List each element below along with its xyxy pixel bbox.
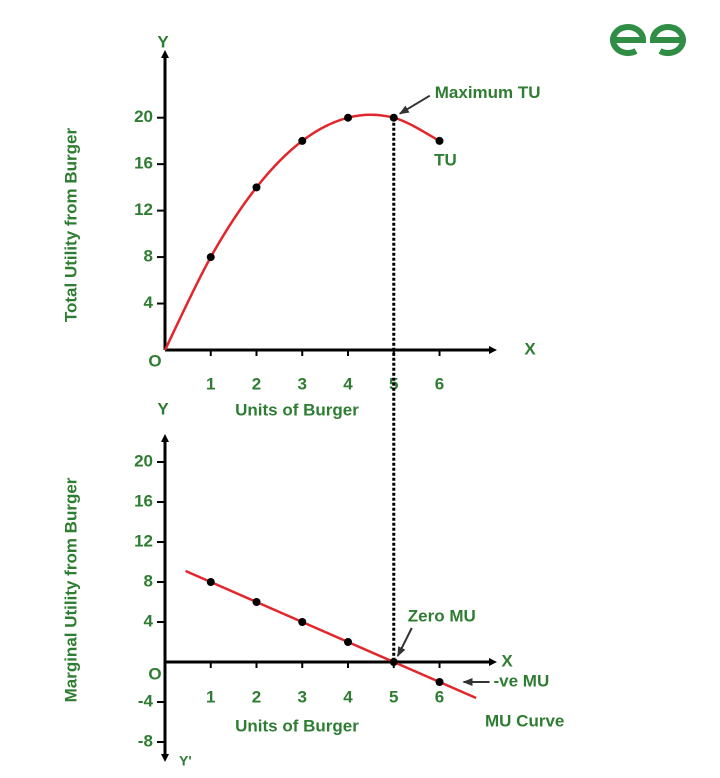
- x-axis-title: Units of Burger: [235, 400, 359, 419]
- x-tick-label: 3: [298, 687, 307, 706]
- origin-label: O: [148, 351, 161, 370]
- annotation: Maximum TU: [435, 83, 541, 102]
- point: [344, 638, 353, 646]
- point: [206, 253, 215, 262]
- x-axis-title: Units of Burger: [235, 716, 359, 735]
- logo: [610, 24, 686, 56]
- y-tick-label: 4: [144, 293, 154, 312]
- x-tick-label: 4: [343, 374, 353, 393]
- x-tick-label: 3: [298, 374, 307, 393]
- x-axis-name: X: [501, 651, 513, 670]
- origin-label: O: [148, 664, 161, 683]
- y-tick-label: 20: [134, 451, 153, 470]
- mu-curve: [210, 580, 441, 684]
- annotation-arrow: [398, 94, 431, 115]
- annotation: -ve MU: [494, 671, 550, 690]
- annotation-arrow: [396, 627, 413, 657]
- point: [344, 113, 353, 122]
- y-tick-label: -4: [138, 691, 154, 710]
- y-tick-label: -8: [138, 731, 153, 750]
- curve-lead: [163, 256, 212, 351]
- x-tick-label: 1: [206, 374, 215, 393]
- series-label: MU Curve: [485, 711, 564, 730]
- y-tick-label: 12: [134, 531, 153, 550]
- y-tick-label: 4: [144, 611, 154, 630]
- y-axis-name: Y: [157, 399, 169, 418]
- curve-lead: [185, 569, 212, 584]
- x-tick-label: 6: [435, 687, 444, 706]
- curve-tail: [439, 680, 477, 700]
- y-tick-label: 16: [134, 491, 153, 510]
- point: [252, 183, 261, 192]
- y-tick-label: 16: [134, 154, 153, 173]
- x-tick-label: 2: [252, 687, 261, 706]
- point: [298, 618, 307, 626]
- point: [435, 136, 444, 145]
- y-tick-label: 8: [144, 247, 153, 266]
- y-tick-label: 20: [134, 107, 153, 126]
- point: [298, 136, 307, 145]
- y-axis-title: Marginal Utility from Burger: [61, 477, 80, 702]
- y-tick-label: 8: [144, 571, 153, 590]
- y-axis-title: Total Utility from Burger: [61, 127, 80, 322]
- annotation: Zero MU: [408, 606, 476, 625]
- x-tick-label: 6: [435, 374, 444, 393]
- tu-curve: [209, 113, 441, 258]
- x-axis-name: X: [524, 339, 536, 358]
- point: [252, 598, 261, 606]
- series-label: TU: [434, 150, 457, 169]
- point: [389, 658, 398, 666]
- y-axis-name: Y: [157, 32, 169, 51]
- y-tick-label: 12: [134, 200, 153, 219]
- x-tick-label: 1: [206, 687, 215, 706]
- x-tick-label: 2: [252, 374, 261, 393]
- x-tick-label: 5: [389, 687, 398, 706]
- y-neg-axis-name: Y': [179, 753, 192, 769]
- point: [435, 678, 444, 686]
- point: [206, 578, 215, 586]
- x-tick-label: 4: [343, 687, 353, 706]
